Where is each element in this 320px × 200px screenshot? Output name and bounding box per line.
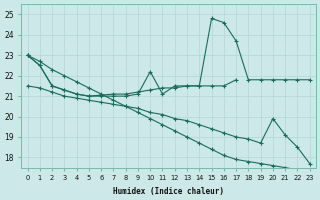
X-axis label: Humidex (Indice chaleur): Humidex (Indice chaleur): [113, 187, 224, 196]
